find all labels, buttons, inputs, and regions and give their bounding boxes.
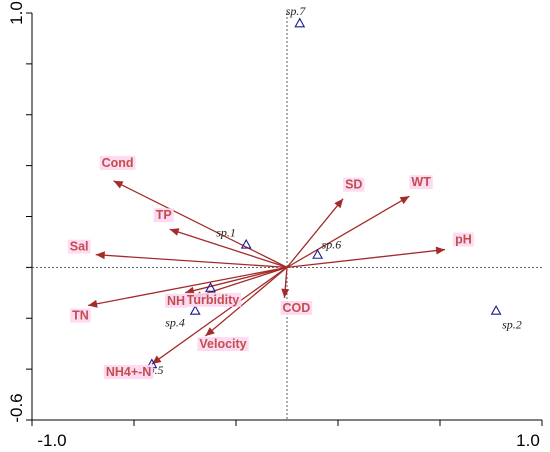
vector-line bbox=[184, 266, 288, 294]
species-label: sp.6 bbox=[322, 238, 342, 252]
vector-label-highlight bbox=[280, 300, 313, 315]
species-label: sp.7 bbox=[286, 4, 307, 18]
x-tick-label: 1.0 bbox=[516, 431, 540, 450]
vector-arrowhead bbox=[113, 180, 124, 189]
vector-line bbox=[113, 180, 288, 268]
vector-label-highlight bbox=[409, 175, 433, 190]
species-marker bbox=[189, 304, 201, 315]
vector-label: SD bbox=[345, 178, 362, 192]
vector-arrowhead bbox=[399, 196, 410, 205]
species-marker bbox=[205, 282, 216, 292]
vector-label: Turbidity bbox=[187, 293, 240, 307]
vector-line bbox=[286, 198, 344, 268]
y-tick-label: -0.6 bbox=[7, 393, 26, 422]
vector-label-highlight bbox=[67, 239, 91, 254]
species-points: sp.1sp.2sp.3sp.4sp.5sp.6sp.7 bbox=[144, 4, 522, 377]
vector-label: Velocity bbox=[199, 337, 246, 351]
vector-arrowhead bbox=[151, 355, 162, 365]
vector-line bbox=[169, 228, 288, 268]
species-label: sp.4 bbox=[165, 316, 185, 330]
vector-label-highlight bbox=[70, 308, 91, 323]
vector-label: NH4+-N bbox=[106, 365, 152, 379]
vector-line bbox=[95, 254, 288, 269]
vector-arrowhead bbox=[435, 246, 446, 255]
vector-arrowhead bbox=[334, 198, 344, 209]
vector-label: Sal bbox=[70, 240, 89, 254]
vector-arrowhead bbox=[88, 299, 98, 308]
vector-label-highlight bbox=[184, 292, 242, 307]
vector-line bbox=[204, 266, 288, 337]
vector-label: TP bbox=[156, 208, 172, 222]
vector-label: pH bbox=[455, 233, 472, 247]
vector-label-highlight bbox=[103, 365, 154, 380]
vector-label-highlight bbox=[197, 337, 249, 352]
species-label: sp.1 bbox=[216, 225, 236, 239]
species-marker bbox=[490, 304, 502, 315]
species-marker bbox=[240, 238, 252, 249]
vector-labels: Cond TP Sal TN Turbidity NH4+-N Velocity NH COD S… bbox=[67, 155, 474, 380]
vector-arrowhead bbox=[169, 228, 180, 236]
vector-label-highlight bbox=[343, 177, 365, 192]
vector-label: COD bbox=[282, 301, 310, 315]
vector-label: WT bbox=[411, 175, 431, 189]
vector-line bbox=[192, 266, 288, 299]
species-marker bbox=[312, 249, 324, 259]
vector-line bbox=[87, 266, 288, 307]
vector-label-highlight bbox=[99, 155, 136, 170]
vector-line bbox=[151, 266, 288, 365]
species-label: sp.2 bbox=[502, 318, 522, 332]
vector-arrowhead bbox=[281, 288, 290, 298]
axis-ticks: 1.0 -0.6 -1.0 1.0 bbox=[7, 1, 543, 450]
vector-label-highlight bbox=[165, 293, 188, 308]
y-tick-label: 1.0 bbox=[7, 1, 26, 25]
vector-arrowhead bbox=[95, 251, 105, 260]
vector-arrowhead bbox=[185, 286, 195, 295]
vector-label: Cond bbox=[102, 156, 134, 170]
vector-label-highlight bbox=[153, 208, 174, 223]
vector-line bbox=[286, 195, 410, 268]
x-tick-label: -1.0 bbox=[37, 431, 66, 450]
vector-label: NH bbox=[167, 294, 185, 308]
vector-line bbox=[286, 248, 446, 269]
species-marker bbox=[294, 17, 306, 28]
vector-arrowhead bbox=[205, 327, 215, 337]
environmental-vectors bbox=[87, 180, 446, 365]
vector-label-highlight bbox=[453, 232, 474, 247]
reference-lines bbox=[32, 13, 542, 420]
vector-label: TN bbox=[72, 309, 89, 323]
